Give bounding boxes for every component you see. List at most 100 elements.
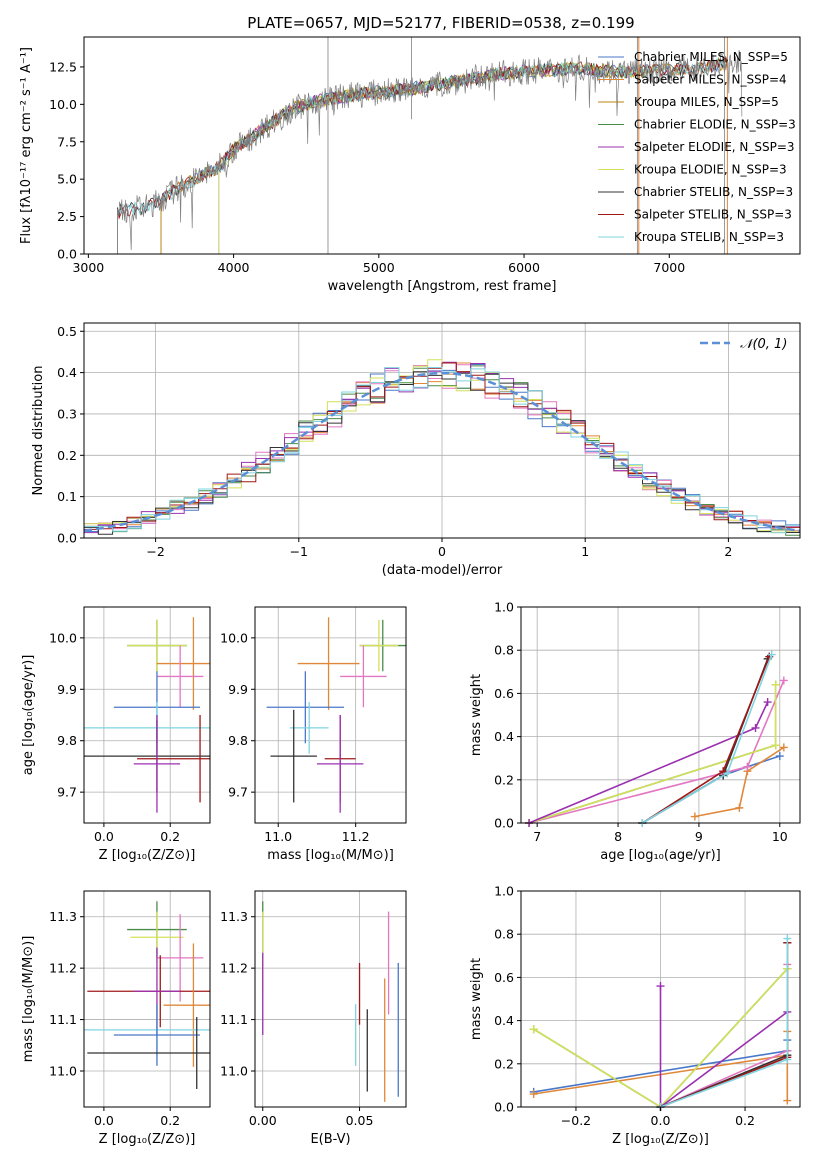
x-tick-label: 7 [533, 829, 541, 844]
y-tick-label: 11.1 [220, 1012, 248, 1027]
y-tick-label: 11.0 [49, 1064, 77, 1079]
x-tick-label: 0.0 [94, 829, 114, 844]
mass-weight-marker [775, 752, 784, 761]
mass-weight-marker [743, 762, 752, 771]
plot-area [84, 901, 210, 1089]
x-tick-label: 3000 [72, 260, 104, 275]
legend-entry: Salpeter ELODIE, N_SSP=3 [634, 140, 795, 154]
y-tick-label: 0.1 [57, 489, 77, 504]
mass-weight-line [694, 746, 785, 818]
chart-title: PLATE=0657, MJD=52177, FIBERID=0538, z=0… [247, 14, 634, 32]
mass-weight-line [641, 654, 773, 824]
legend-entry: Chabrier MILES, N_SSP=5 [634, 50, 788, 64]
residual-histogram [84, 367, 800, 534]
panel-3: 0.0 0.2 9.7 9.8 9.9 10.0 Z [log₁₀(Z/Z⊙)] age [l… [21, 606, 211, 863]
y-tick-label: 0.0 [57, 531, 77, 546]
mass-weight-line [660, 942, 789, 1108]
panel-8: −0.2 0.0 0.2 0.0 0.2 0.4 0.6 0.8 1.0 Z [log₁₀(Z/Z… [469, 884, 801, 1147]
legend-entry: 𝒩(0, 1) [740, 337, 787, 352]
mass-weight-marker [529, 1090, 538, 1099]
x-axis-label: E(B-V) [310, 1132, 350, 1147]
x-tick-label: 6000 [508, 260, 540, 275]
panel-1: 3000 4000 5000 6000 7000 0.0 2.5 5.0 7.5 10.0 12.5… [19, 14, 801, 294]
x-tick-label: 0.2 [735, 1113, 755, 1128]
residual-histogram [84, 371, 800, 535]
legend-entry: Kroupa STELIB, N_SSP=3 [634, 230, 784, 244]
x-tick-label: 0.0 [94, 1113, 114, 1128]
mass-weight-marker [779, 743, 788, 752]
y-tick-label: 5.0 [57, 172, 77, 187]
x-axis-label: wavelength [Angstrom, rest frame] [328, 279, 557, 294]
mass-weight-marker [529, 1025, 538, 1034]
y-tick-label: 10.0 [49, 97, 77, 112]
x-tick-label: 10 [772, 829, 788, 844]
legend-entry: Chabrier ELODIE, N_SSP=3 [634, 118, 796, 132]
y-tick-label: 0.0 [494, 1100, 514, 1115]
axes-frame [83, 890, 211, 1108]
legend-entry: Chabrier STELIB, N_SSP=3 [634, 185, 793, 199]
x-axis-label: age [log₁₀(age/yr)] [600, 848, 721, 863]
x-tick-label: 1 [581, 544, 589, 559]
y-tick-label: 12.5 [49, 59, 77, 74]
x-tick-label: −1 [290, 544, 308, 559]
y-tick-label: 0.3 [57, 406, 77, 421]
y-axis-label: mass weight [469, 958, 484, 1040]
y-tick-label: 0.6 [494, 686, 514, 701]
y-tick-label: 9.8 [228, 733, 248, 748]
x-axis-label: Z [log₁₀(Z/Z⊙)] [99, 1132, 196, 1147]
x-axis-label: mass [log₁₀(M/M⊙)] [267, 848, 394, 863]
y-tick-label: 10.0 [220, 630, 248, 645]
mass-weight-marker [656, 982, 665, 991]
plot-area [84, 617, 210, 813]
mass-weight-marker [735, 803, 744, 812]
mass-weight-marker [783, 1055, 792, 1064]
y-tick-label: 11.3 [220, 909, 248, 924]
gaussian-curve [83, 371, 801, 533]
panel-2: −2 −1 0 1 2 0.0 0.1 0.2 0.3 0.4 0.5 (data-model)/er… [31, 322, 801, 578]
y-axis-label: mass [log₁₀(M/M⊙)] [21, 936, 36, 1063]
y-axis-label: Flux [fλ10⁻¹⁷ erg cm⁻² s⁻¹ A⁻¹] [19, 47, 34, 244]
mass-weight-marker [783, 1096, 792, 1105]
mass-weight-marker [767, 650, 776, 659]
x-tick-label: 0.05 [346, 1113, 374, 1128]
x-tick-label: 0.00 [249, 1113, 277, 1128]
x-axis-label: Z [log₁₀(Z/Z⊙)] [612, 1132, 709, 1147]
x-tick-label: 0.2 [160, 1113, 180, 1128]
y-tick-label: 1.0 [494, 600, 514, 615]
panel-6: 0.0 0.2 11.0 11.1 11.2 11.3 Z [log₁₀(Z/Z⊙)] mas… [21, 890, 211, 1147]
mass-weight-line [641, 656, 771, 824]
mass-weight-line [641, 658, 769, 824]
y-axis-label: age [log₁₀(age/yr)] [21, 655, 36, 776]
legend-entry: Salpeter STELIB, N_SSP=3 [634, 208, 792, 222]
panel-7: 0.00 0.05 11.0 11.1 11.2 11.3 E(B-V) [220, 890, 407, 1147]
mass-weight-marker [771, 680, 780, 689]
mass-weight-marker [783, 934, 792, 943]
axes-frame [254, 606, 407, 824]
y-tick-label: 7.5 [57, 134, 77, 149]
plot-area [266, 617, 406, 813]
y-tick-label: 11.2 [220, 961, 248, 976]
y-tick-label: 11.0 [220, 1064, 248, 1079]
y-axis-label: Normed distribution [31, 366, 46, 496]
x-tick-label: 11.2 [342, 829, 370, 844]
y-tick-label: 0.2 [57, 448, 77, 463]
y-tick-label: 10.0 [49, 630, 77, 645]
y-tick-label: 0.4 [494, 729, 514, 744]
mass-weight-marker [779, 676, 788, 685]
x-tick-label: 0 [438, 544, 446, 559]
mass-weight-line [528, 680, 785, 824]
mass-weight-marker [690, 812, 699, 821]
y-axis-label: mass weight [469, 674, 484, 756]
x-tick-label: 5000 [363, 260, 395, 275]
panel-4: 11.0 11.2 9.7 9.8 9.9 10.0 mass [log₁₀(M/M⊙)] [220, 606, 407, 863]
y-tick-label: 0.0 [57, 247, 77, 262]
mass-weight-line [659, 986, 788, 1109]
mass-weight-marker [719, 767, 728, 776]
y-tick-label: 0.2 [494, 772, 514, 787]
y-tick-label: 0.5 [57, 324, 77, 339]
residual-histogram [84, 362, 800, 530]
x-tick-label: 0.2 [160, 829, 180, 844]
y-tick-label: 0.0 [494, 816, 514, 831]
y-tick-label: 0.4 [494, 1013, 514, 1028]
